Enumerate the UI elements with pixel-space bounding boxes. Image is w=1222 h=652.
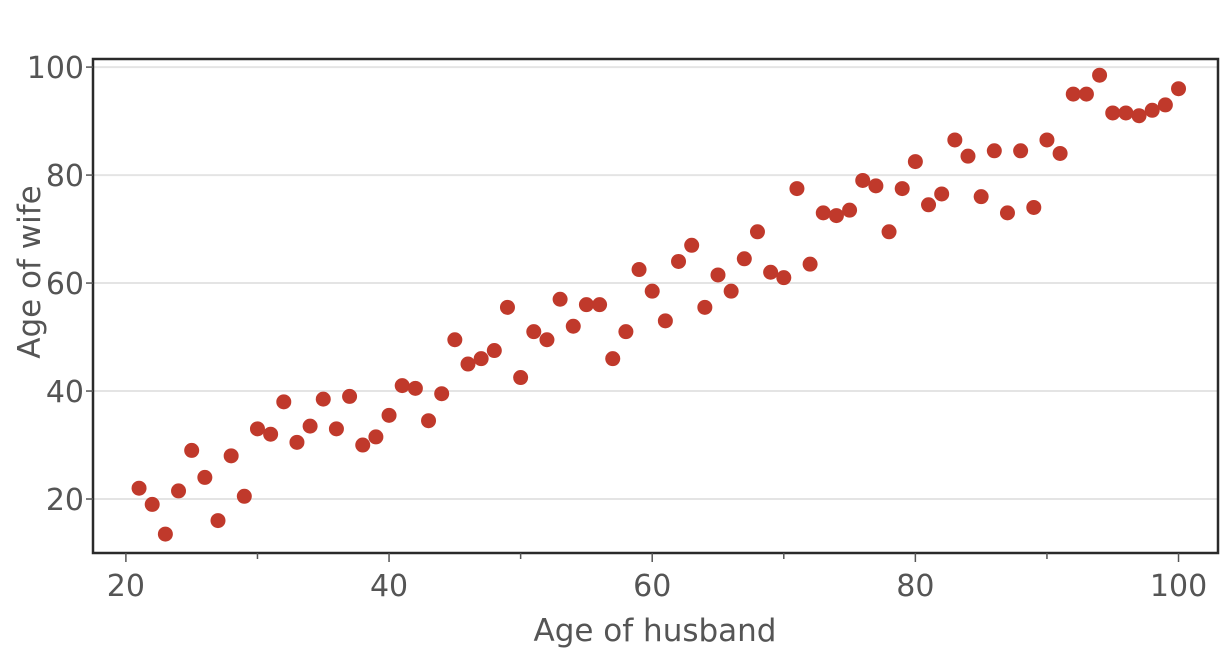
data-point	[1065, 86, 1081, 102]
data-points	[131, 67, 1187, 542]
data-point	[921, 197, 937, 213]
data-point	[684, 237, 700, 253]
data-point	[407, 380, 423, 396]
data-point	[868, 178, 884, 194]
data-point	[763, 264, 779, 280]
data-point	[171, 483, 187, 499]
plot-frame	[91, 57, 1220, 555]
data-point	[249, 421, 265, 437]
data-point	[631, 262, 647, 278]
data-point	[210, 513, 226, 529]
data-point	[144, 496, 160, 512]
x-tick-label: 80	[896, 569, 934, 604]
data-point	[592, 297, 608, 313]
data-point	[1157, 97, 1173, 113]
data-point	[749, 224, 765, 240]
data-point	[644, 283, 660, 299]
data-point	[657, 313, 673, 329]
x-tick-label: 20	[107, 569, 145, 604]
data-point	[1105, 105, 1121, 121]
data-point	[723, 283, 739, 299]
data-point	[881, 224, 897, 240]
data-point	[381, 407, 397, 423]
data-point	[184, 442, 200, 458]
data-point	[1092, 67, 1108, 83]
data-point	[565, 318, 581, 334]
data-point	[315, 391, 331, 407]
data-point	[605, 351, 621, 367]
data-point	[131, 480, 147, 496]
data-point	[710, 267, 726, 283]
data-point	[776, 270, 792, 286]
data-point	[947, 132, 963, 148]
data-point	[513, 370, 529, 386]
data-point	[1052, 145, 1068, 161]
data-point	[223, 448, 239, 464]
data-point	[539, 332, 555, 348]
data-point	[960, 148, 976, 164]
data-point	[552, 291, 568, 307]
data-point	[434, 386, 450, 402]
data-point	[473, 351, 489, 367]
y-tick-label: 20	[46, 483, 84, 518]
data-point	[697, 299, 713, 315]
data-point	[1026, 199, 1042, 215]
data-point	[486, 343, 502, 359]
data-point	[499, 299, 515, 315]
data-point	[671, 253, 687, 269]
data-point	[578, 297, 594, 313]
data-point	[1078, 86, 1094, 102]
axis-ticks: 20 40 60 80 100 20 40 60 80 100	[27, 51, 1207, 604]
data-point	[289, 434, 305, 450]
data-point	[934, 186, 950, 202]
data-point	[394, 378, 410, 394]
x-tick-label: 40	[370, 569, 408, 604]
data-point	[157, 526, 173, 542]
data-point	[1118, 105, 1134, 121]
data-point	[1144, 102, 1160, 118]
data-point	[302, 418, 318, 434]
y-tick-label: 100	[27, 51, 84, 86]
data-point	[999, 205, 1015, 221]
data-point	[460, 356, 476, 372]
data-point	[855, 172, 871, 188]
data-point	[842, 202, 858, 218]
data-point	[236, 488, 252, 504]
data-point	[1131, 108, 1147, 124]
data-point	[368, 429, 384, 445]
data-point	[1013, 143, 1029, 159]
y-tick-label: 40	[46, 375, 84, 410]
y-tick-label: 60	[46, 267, 84, 302]
x-axis-title: Age of husband	[534, 613, 777, 649]
data-point	[618, 324, 634, 340]
data-point	[894, 181, 910, 197]
data-point	[197, 469, 213, 485]
y-tick-label: 80	[46, 159, 84, 194]
data-point	[421, 413, 437, 429]
data-point	[907, 154, 923, 170]
data-point	[1171, 81, 1187, 97]
data-point	[1039, 132, 1055, 148]
x-tick-label: 60	[633, 569, 671, 604]
data-point	[789, 181, 805, 197]
data-point	[828, 208, 844, 224]
data-point	[342, 388, 358, 404]
data-point	[355, 437, 371, 453]
data-point	[328, 421, 344, 437]
data-point	[802, 256, 818, 272]
data-point	[986, 143, 1002, 159]
y-axis-title: Age of wife	[12, 185, 48, 359]
data-point	[526, 324, 542, 340]
data-point	[815, 205, 831, 221]
data-point	[276, 394, 292, 410]
x-tick-label: 100	[1150, 569, 1207, 604]
data-point	[263, 426, 279, 442]
data-point	[447, 332, 463, 348]
data-point	[973, 189, 989, 205]
gridlines	[93, 66, 1218, 501]
data-point	[736, 251, 752, 267]
